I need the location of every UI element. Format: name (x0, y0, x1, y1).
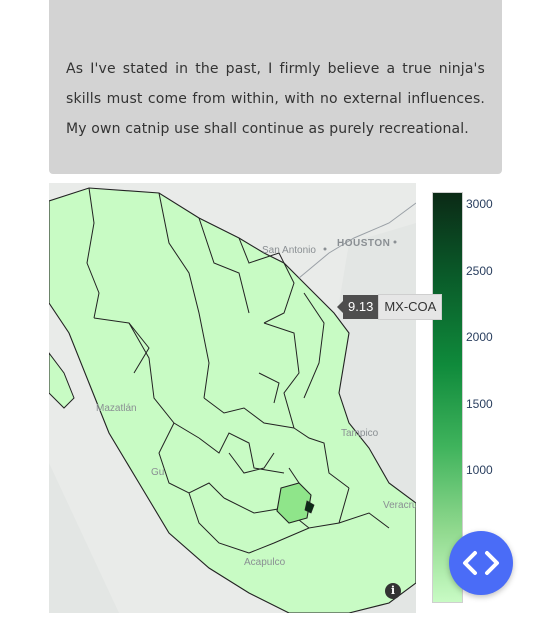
highlighted-state[interactable] (276, 482, 312, 524)
baja-peninsula (49, 352, 75, 409)
colorbar-gradient (432, 192, 463, 603)
texas-coast (298, 202, 416, 279)
city-label-houston: HOUSTON (337, 238, 390, 249)
tooltip-region: MX-COA (378, 294, 443, 320)
mexico-landmass (49, 187, 416, 613)
code-brackets-icon (463, 551, 499, 575)
city-label-acapulco: Acapulco (244, 557, 286, 568)
choropleth-map[interactable]: HOUSTON San Antonio Mazatlán Tampico Ver… (49, 183, 416, 613)
colorbar-tick-1000: 1000 (466, 463, 493, 477)
quote-text: As I've stated in the past, I firmly bel… (66, 61, 485, 137)
city-label-san-antonio: San Antonio (262, 245, 316, 256)
city-label-tampico: Tampico (341, 428, 379, 439)
city-label-mazatlan: Mazatlán (96, 403, 137, 414)
city-labels: HOUSTON San Antonio Mazatlán Tampico Ver… (96, 238, 416, 568)
city-label-veracruz: Veracruz (383, 500, 416, 511)
pacific-water (49, 283, 119, 613)
colorbar-tick-3000: 3000 (466, 197, 493, 211)
code-toggle-button[interactable] (449, 531, 513, 595)
state-borders (86, 187, 390, 554)
hover-tooltip: 9.13 MX-COA (337, 294, 443, 320)
san-antonio-dot (323, 247, 327, 251)
mexico-city-region[interactable] (304, 500, 315, 514)
colorbar-tick-2000: 2000 (466, 330, 493, 344)
city-label-gu: Gu (151, 467, 164, 478)
map-canvas[interactable]: HOUSTON San Antonio Mazatlán Tampico Ver… (49, 183, 416, 613)
tooltip-value: 9.13 (343, 295, 379, 319)
info-icon[interactable]: i (385, 583, 401, 599)
tooltip-arrow (337, 301, 343, 313)
colorbar-tick-2500: 2500 (466, 264, 493, 278)
houston-dot (393, 240, 397, 244)
quote-box: As I've stated in the past, I firmly bel… (49, 0, 502, 174)
colorbar-tick-1500: 1500 (466, 397, 493, 411)
